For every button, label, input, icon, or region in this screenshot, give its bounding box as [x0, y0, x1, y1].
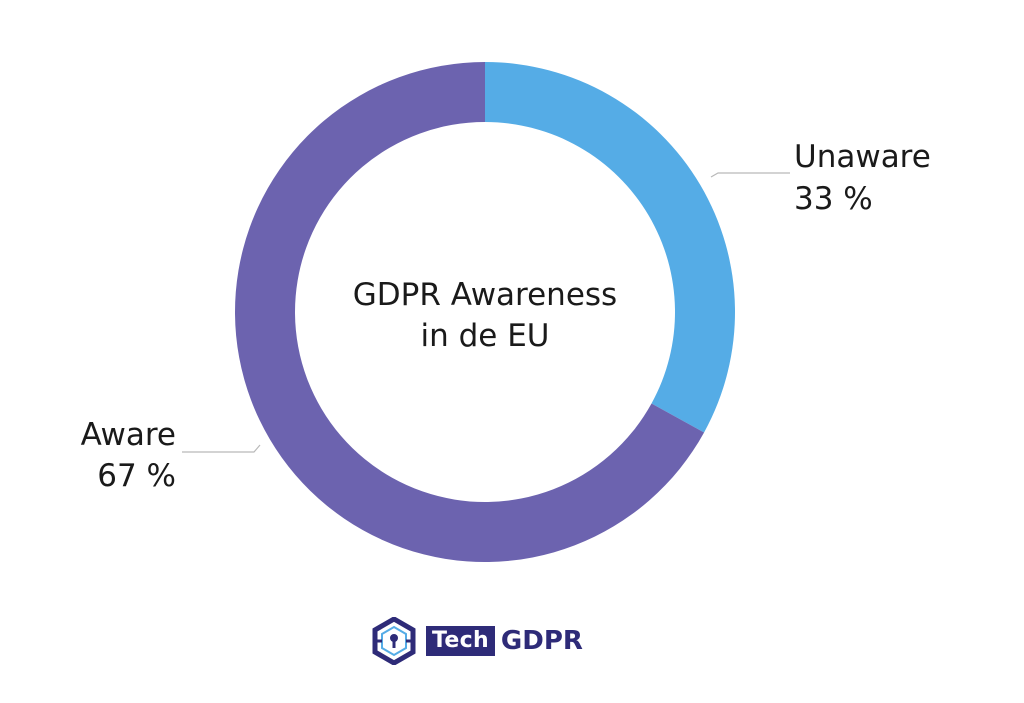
logo-gdpr-text: GDPR [500, 626, 583, 656]
center-label-line-2: in de EU [421, 318, 550, 354]
slice-label-aware: Aware [81, 417, 176, 453]
slice-value-aware: 67 % [97, 458, 176, 494]
donut-slices [235, 62, 735, 562]
slice-label-unaware: Unaware [794, 139, 931, 175]
logo-tech-text: Tech [426, 626, 495, 656]
donut-slice-unaware [485, 62, 735, 433]
leader-line-unaware [710, 172, 790, 178]
hexagon-lock-icon [372, 617, 416, 665]
center-label-line-1: GDPR Awareness [353, 277, 617, 313]
leader-line-aware [182, 444, 261, 453]
slice-value-unaware: 33 % [794, 181, 873, 217]
techgdpr-logo: Tech GDPR [372, 617, 583, 665]
